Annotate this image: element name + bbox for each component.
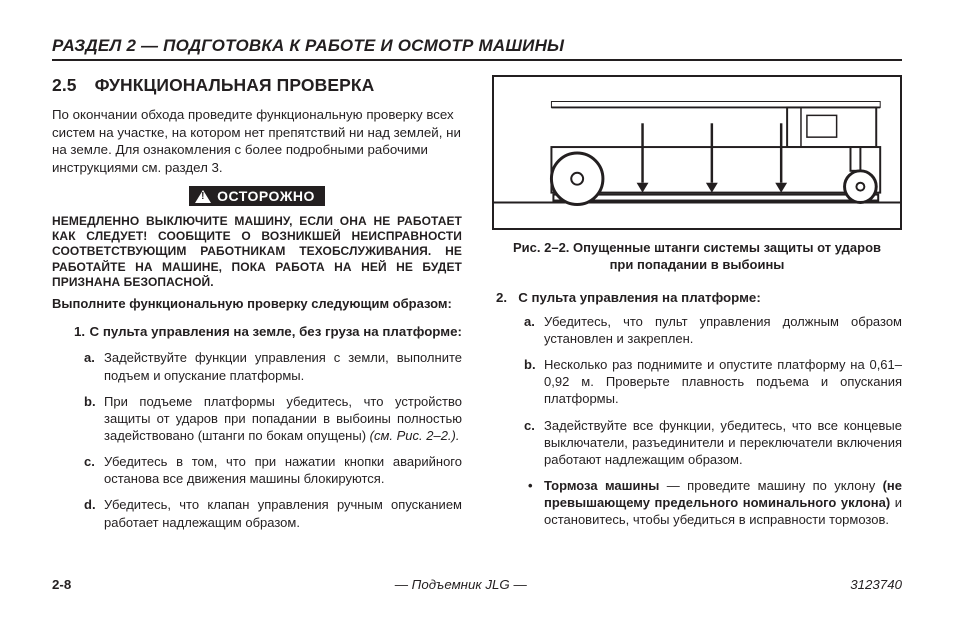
step-1-number: 1. <box>74 324 85 339</box>
step-2-item: b.Несколько раз поднимите и опустите пла… <box>544 356 902 407</box>
list-letter: c. <box>84 453 95 470</box>
figure-2-2-svg <box>494 77 900 228</box>
step-2-title: С пульта управления на платформе: <box>518 290 761 305</box>
intro-paragraph: По окончании обхода проведите функционал… <box>52 106 462 176</box>
list-letter: b. <box>84 393 96 410</box>
warning-text: НЕМЕДЛЕННО ВЫКЛЮЧИТЕ МАШИНУ, ЕСЛИ ОНА НЕ… <box>52 214 462 291</box>
step-1-item: d.Убедитесь, что клапан управления ручны… <box>104 496 462 530</box>
brakes-bullet: Тормоза машины — проведите машину по укл… <box>544 477 902 528</box>
list-letter: c. <box>524 417 535 434</box>
right-column: Рис. 2–2. Опущенные штанги системы защит… <box>492 75 902 540</box>
list-text: Задействуйте все функции, убедитесь, что… <box>544 418 902 467</box>
section-heading: 2.5 ФУНКЦИОНАЛЬНАЯ ПРОВЕРКА <box>52 75 462 96</box>
figure-caption-line1: Рис. 2–2. Опущенные штанги системы защит… <box>513 240 881 255</box>
header-rule <box>52 59 902 61</box>
footer-center: — Подъемник JLG — <box>395 577 527 592</box>
page-footer: 2-8 — Подъемник JLG — 3123740 <box>52 577 902 592</box>
list-letter: b. <box>524 356 536 373</box>
list-text: Убедитесь, что клапан управления ручным … <box>104 497 462 529</box>
step-2-number: 2. <box>496 290 507 305</box>
caution-label: ОСТОРОЖНО <box>217 188 315 204</box>
step-2-item: a.Убедитесь, что пульт управления должны… <box>544 313 902 347</box>
step-1-item: a.Задействуйте функции управления с земл… <box>104 349 462 383</box>
warning-triangle-icon <box>195 190 211 203</box>
section-number: 2.5 <box>52 75 77 96</box>
step-2-heading: 2. С пульта управления на платформе: <box>492 290 902 305</box>
list-italic-ref: (см. Рис. 2–2.). <box>370 428 460 443</box>
step-1-item: c.Убедитесь в том, что при нажатии кнопк… <box>104 453 462 487</box>
brakes-mid: — проведите машину по уклону <box>659 478 882 493</box>
left-column: 2.5 ФУНКЦИОНАЛЬНАЯ ПРОВЕРКА По окончании… <box>52 75 462 540</box>
step-1-item: b.При подъеме платформы убедитесь, что у… <box>104 393 462 444</box>
brakes-lead: Тормоза машины <box>544 478 659 493</box>
list-text: Убедитесь, что пульт управления должным … <box>544 314 902 346</box>
step-1: 1. С пульта управления на земле, без гру… <box>74 323 462 530</box>
list-text: Несколько раз поднимите и опустите платф… <box>544 357 902 406</box>
figure-caption: Рис. 2–2. Опущенные штанги системы защит… <box>492 240 902 274</box>
list-text: Убедитесь в том, что при нажатии кнопки … <box>104 454 462 486</box>
lead-text: Выполните функциональную проверку следую… <box>52 296 462 313</box>
caution-badge: ОСТОРОЖНО <box>189 186 325 206</box>
list-letter: d. <box>84 496 96 513</box>
step-2-item: c.Задействуйте все функции, убедитесь, ч… <box>544 417 902 468</box>
document-number: 3123740 <box>850 577 902 592</box>
page-number: 2-8 <box>52 577 71 592</box>
list-letter: a. <box>84 349 95 366</box>
list-letter: a. <box>524 313 535 330</box>
figure-2-2 <box>492 75 902 230</box>
figure-caption-line2: при попадании в выбоины <box>610 257 785 272</box>
chapter-title: РАЗДЕЛ 2 — ПОДГОТОВКА К РАБОТЕ И ОСМОТР … <box>52 36 902 56</box>
list-text: Задействуйте функции управления с земли,… <box>104 350 462 382</box>
section-title: ФУНКЦИОНАЛЬНАЯ ПРОВЕРКА <box>95 75 375 96</box>
caution-badge-wrap: ОСТОРОЖНО <box>52 186 462 208</box>
step-1-title: С пульта управления на земле, без груза … <box>90 324 462 339</box>
